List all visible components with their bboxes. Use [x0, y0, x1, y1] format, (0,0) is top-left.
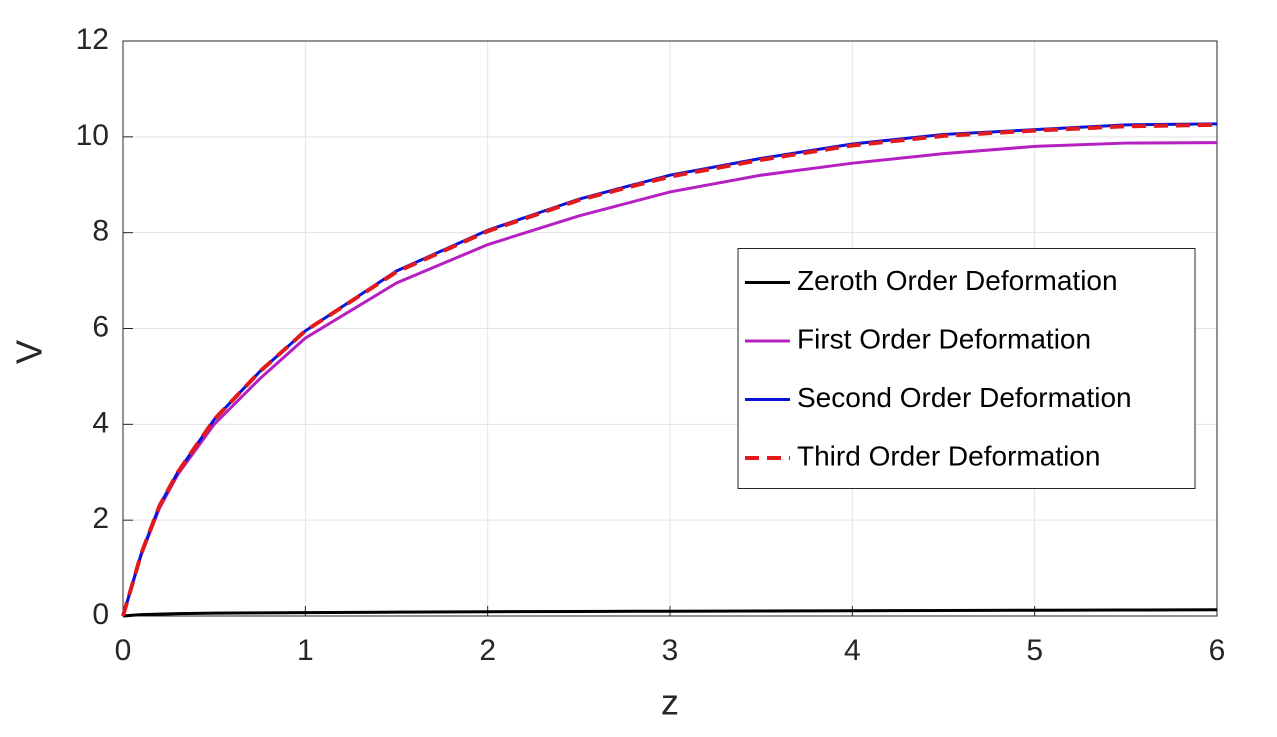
legend-label: Zeroth Order Deformation: [797, 265, 1118, 296]
y-tick-label: 2: [92, 502, 109, 535]
y-tick-label: 8: [92, 215, 109, 248]
series-line: [121, 122, 1218, 617]
legend-label: First Order Deformation: [797, 323, 1091, 354]
legend-box: [737, 248, 1196, 489]
y-tick-label: 12: [76, 23, 109, 56]
series-line: [122, 608, 1218, 618]
y-tick-label: 6: [92, 310, 109, 343]
x-axis-label: z: [661, 682, 679, 723]
y-tick-label: 0: [92, 598, 109, 631]
legend-label: Second Order Deformation: [797, 382, 1132, 413]
x-tick-label: 4: [844, 634, 861, 667]
x-tick-label: 2: [479, 634, 496, 667]
y-tick-label: 4: [92, 406, 109, 439]
plot-frame: [122, 40, 1218, 617]
y-tick-label: 10: [76, 119, 109, 152]
y-axis-label: V: [9, 340, 50, 364]
legend-label: Third Order Deformation: [797, 440, 1100, 471]
x-tick-label: 3: [662, 634, 679, 667]
x-tick-label: 5: [1026, 634, 1043, 667]
x-tick-label: 0: [115, 634, 132, 667]
legend: Zeroth Order Deformation First Order Defo…: [737, 248, 1196, 489]
x-tick-label: 1: [297, 634, 314, 667]
x-tick-label: 6: [1209, 634, 1226, 667]
